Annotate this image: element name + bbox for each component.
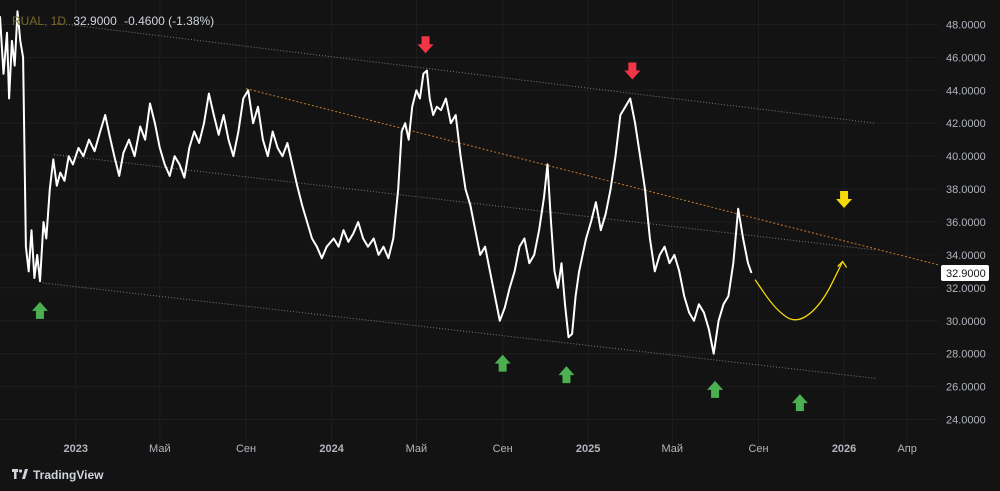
price-tick-label: 32.0000 xyxy=(946,283,986,295)
forecast-arrowhead xyxy=(837,260,848,268)
channel-middle-line xyxy=(53,154,876,251)
target-arrow-icon xyxy=(836,190,853,208)
tradingview-logo-icon xyxy=(12,468,28,482)
trend-channels xyxy=(42,22,939,379)
price-tick-label: 44.0000 xyxy=(946,85,986,97)
time-tick-label: 2026 xyxy=(832,443,856,455)
time-tick-label: Май xyxy=(662,443,684,455)
time-tick-label: 2024 xyxy=(319,443,344,455)
price-tick-label: 48.0000 xyxy=(946,19,986,31)
forecast-curve xyxy=(754,261,844,321)
price-tick-label: 34.0000 xyxy=(946,250,986,262)
channel-lower-line xyxy=(42,282,876,379)
time-tick-label: Май xyxy=(149,443,171,455)
sell-arrow-icon xyxy=(624,62,641,80)
price-line xyxy=(0,10,753,355)
price-change: -0.4600 (-1.38%) xyxy=(124,14,215,28)
channel-upper-line xyxy=(53,22,876,124)
time-tick-label: 2023 xyxy=(63,443,87,455)
price-tick-label: 28.0000 xyxy=(946,349,986,361)
price-tick-label: 38.0000 xyxy=(946,184,986,196)
buy-arrow-icon xyxy=(791,394,808,412)
price-tick-label: 24.0000 xyxy=(946,415,986,427)
buy-arrow-icon xyxy=(558,366,575,384)
resistance-trend-line xyxy=(245,88,939,266)
brand-name: TradingView xyxy=(33,468,104,482)
time-axis[interactable]: 2023 Май Сен 2024 Май Сен 2025 Май Сен 2026 Апр xyxy=(63,443,916,455)
price-tick-label: 40.0000 xyxy=(946,151,986,163)
price-tick-label: 46.0000 xyxy=(946,52,986,64)
price-tick-label: 42.0000 xyxy=(946,118,986,130)
time-tick-label: Сен xyxy=(748,443,768,455)
price-axis[interactable]: 24.0000 26.0000 28.0000 30.0000 32.0000 34.00… xyxy=(941,19,989,427)
last-value: 32.9000 xyxy=(73,14,117,28)
time-tick-label: Апр xyxy=(897,443,916,455)
price-tick-label: 36.0000 xyxy=(946,217,986,229)
time-tick-label: Сен xyxy=(493,443,513,455)
chart-grid xyxy=(0,0,938,446)
symbol-name[interactable]: RUAL, 1D xyxy=(12,14,67,28)
price-tick-label: 30.0000 xyxy=(946,316,986,328)
tradingview-brand[interactable]: TradingView xyxy=(12,468,103,482)
time-tick-label: Сен xyxy=(236,443,256,455)
time-tick-label: Май xyxy=(406,443,428,455)
annotation-marks xyxy=(31,36,853,412)
symbol-legend: RUAL, 1D 32.9000 -0.4600 (-1.38%) xyxy=(12,14,214,28)
buy-arrow-icon xyxy=(31,301,48,319)
last-price-badge xyxy=(941,265,989,282)
time-tick-label: 2025 xyxy=(576,443,600,455)
price-tick-label: 26.0000 xyxy=(946,382,986,394)
buy-arrow-icon xyxy=(494,354,511,372)
sell-arrow-icon xyxy=(417,36,434,54)
last-price-label: 32.9000 xyxy=(946,268,986,280)
price-series xyxy=(0,10,753,355)
buy-arrow-icon xyxy=(707,380,724,398)
